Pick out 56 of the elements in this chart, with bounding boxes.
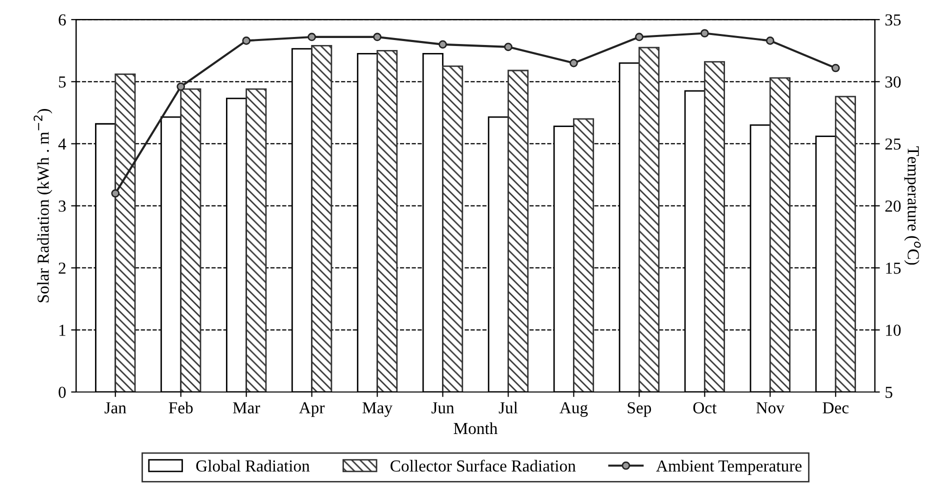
point [831, 64, 840, 72]
bar [769, 77, 790, 392]
point [570, 58, 578, 68]
x-tick-label: Jun [432, 402, 454, 414]
y2-tick-label: 15 [886, 262, 901, 274]
bar [376, 50, 398, 392]
bar [704, 61, 726, 392]
legend-label: Ambient Temperature [656, 460, 802, 475]
point [438, 40, 447, 49]
y-axis-title: Solar Radiation (kWh . m$^{−2}$) [34, 109, 52, 302]
x-axis-title: Month [454, 422, 498, 434]
point [242, 36, 250, 45]
point [504, 42, 512, 52]
x-tick-label: Jul [498, 402, 518, 414]
legend-label: Global Radiation [196, 460, 310, 472]
y-tick-label: 6 [58, 14, 66, 26]
x-tick-label: Dec [822, 402, 849, 414]
bar [311, 44, 332, 392]
y-tick-label: 2 [58, 262, 66, 274]
bar [638, 46, 660, 392]
y-tick-label: 0 [58, 386, 66, 398]
x-tick-label: Mar [232, 402, 260, 414]
y2-tick-label: 30 [885, 76, 901, 88]
y2-tick-label: 25 [885, 138, 901, 150]
x-tick-label: Aug [560, 402, 588, 417]
bar [508, 70, 529, 392]
x-tick-label: Nov [756, 402, 785, 414]
point [308, 32, 316, 42]
y2-axis-title: Temperature ($^{o}$C) [904, 146, 921, 265]
point [700, 29, 709, 38]
point [766, 36, 774, 45]
bar [114, 74, 136, 392]
legend-label: Collector Surface Radiation [390, 460, 576, 472]
bar [246, 88, 267, 392]
y-tick-label: 1 [59, 324, 66, 336]
bar [442, 65, 464, 392]
bar [180, 88, 202, 392]
x-tick-label: Oct [693, 402, 717, 414]
y-tick-label: 4 [58, 138, 66, 150]
y-tick-label: 3 [58, 200, 66, 212]
y2-tick-label: 10 [886, 324, 901, 336]
x-tick-label: Sep [628, 402, 652, 417]
x-tick-label: May [362, 402, 392, 417]
y2-tick-label: 5 [886, 386, 892, 398]
point [111, 189, 120, 198]
y-tick-label: 5 [58, 76, 66, 88]
y2-tick-label: 20 [885, 200, 901, 212]
bar [573, 118, 594, 392]
point [176, 82, 186, 91]
bar [834, 96, 856, 392]
y2-tick-label: 35 [885, 14, 901, 26]
x-tick-label: Apr [299, 402, 325, 417]
point [373, 32, 382, 42]
x-tick-label: Feb [168, 402, 193, 414]
point [635, 32, 644, 42]
x-tick-label: Jan [104, 402, 126, 414]
